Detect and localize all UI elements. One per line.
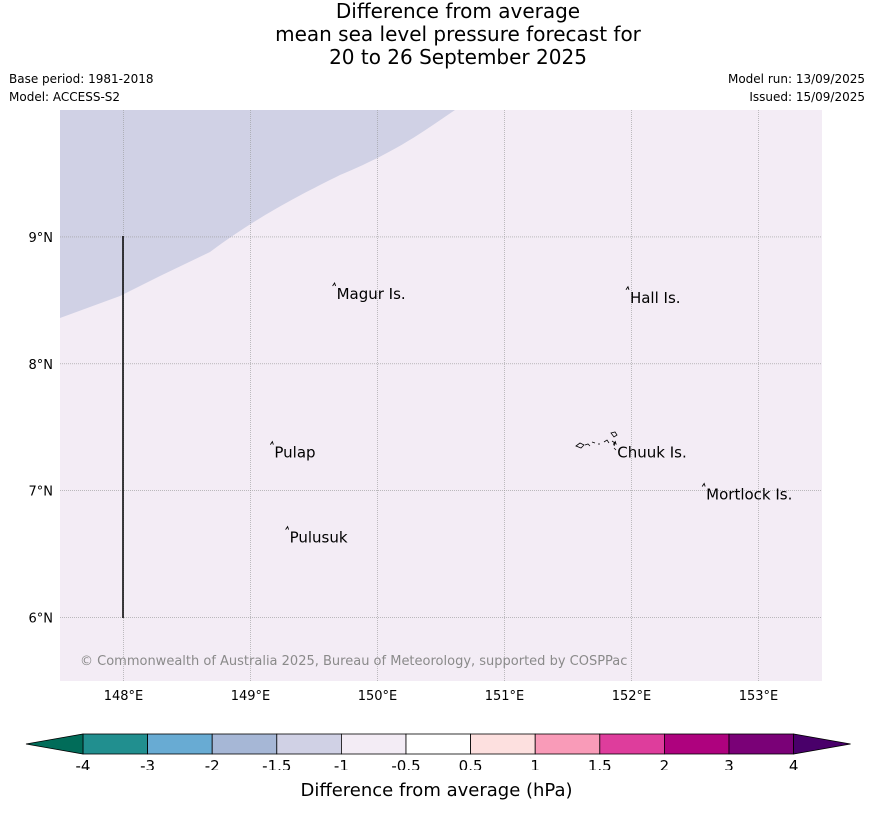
colorbar-box bbox=[211, 733, 278, 755]
colorbar-boxes bbox=[25, 733, 851, 755]
island-marker bbox=[625, 285, 630, 291]
place-label: Pulusuk bbox=[290, 529, 348, 547]
lon-tick-label: 151°E bbox=[485, 689, 525, 704]
colorbar-box bbox=[534, 733, 601, 755]
pressure-anomaly-region bbox=[60, 110, 455, 318]
colorbar-tick: -1.5 bbox=[262, 757, 291, 770]
place-label: Hall Is. bbox=[630, 289, 681, 307]
colorbar-box bbox=[276, 733, 342, 755]
title-line-2: mean sea level pressure forecast for bbox=[275, 22, 641, 46]
colorbar-box bbox=[405, 733, 471, 755]
lon-tick-label: 153°E bbox=[739, 689, 779, 704]
gridlines bbox=[60, 110, 822, 681]
lat-tick-label: 9°N bbox=[29, 231, 54, 246]
lon-tick-label: 152°E bbox=[612, 689, 652, 704]
colorbar-box bbox=[147, 733, 213, 755]
colorbar-extend-high bbox=[793, 733, 851, 755]
meta-right: Model run: 13/09/2025 Issued: 15/09/2025 bbox=[728, 70, 865, 106]
colorbar-box bbox=[470, 733, 536, 755]
title-line-1: Difference from average bbox=[335, 0, 581, 23]
latitude-tick-labels: 9°N 8°N 7°N 6°N bbox=[29, 231, 54, 627]
base-period: Base period: 1981-2018 bbox=[9, 72, 154, 86]
colorbar-tick: -1 bbox=[334, 757, 349, 770]
colorbar: -4 -3 -2 -1.5 -1 -0.5 0.5 1 1.5 2 3 4 bbox=[25, 733, 851, 770]
lon-tick-label: 149°E bbox=[231, 689, 271, 704]
lat-tick-label: 8°N bbox=[29, 358, 54, 373]
colorbar-tick-labels: -4 -3 -2 -1.5 -1 -0.5 0.5 1 1.5 2 3 4 bbox=[76, 757, 799, 770]
place-label: Magur Is. bbox=[337, 285, 406, 303]
model-run: Model run: 13/09/2025 bbox=[727, 72, 865, 86]
colorbar-box bbox=[664, 733, 730, 755]
place-label: Chuuk Is. bbox=[617, 444, 686, 462]
colorbar-tick: 1.5 bbox=[588, 757, 612, 770]
colorbar-tick: 1 bbox=[530, 757, 540, 770]
island-marker bbox=[701, 482, 706, 487]
lon-tick-label: 148°E bbox=[104, 689, 144, 704]
lat-tick-label: 7°N bbox=[29, 485, 54, 500]
lat-tick-label: 6°N bbox=[29, 612, 54, 627]
colorbar-tick: -2 bbox=[205, 757, 220, 770]
island-marker bbox=[269, 440, 274, 445]
colorbar-box bbox=[82, 733, 148, 755]
issued-date: Issued: 15/09/2025 bbox=[749, 90, 865, 104]
colorbar-tick: 0.5 bbox=[459, 757, 483, 770]
colorbar-tick: -3 bbox=[140, 757, 155, 770]
lon-tick-label: 150°E bbox=[358, 689, 398, 704]
meta-left: Base period: 1981-2018 Model: ACCESS-S2 bbox=[9, 70, 154, 106]
colorbar-tick: -4 bbox=[76, 757, 91, 770]
island-marker bbox=[332, 281, 337, 287]
colorbar-extend-low bbox=[25, 733, 84, 755]
longitude-tick-labels: 148°E 149°E 150°E 151°E 152°E 153°E bbox=[104, 689, 779, 704]
copyright-notice: © Commonwealth of Australia 2025, Bureau… bbox=[80, 654, 627, 669]
colorbar-tick: 2 bbox=[660, 757, 670, 770]
colorbar-box bbox=[728, 733, 794, 755]
place-labels: Magur Is. Hall Is. Pulap Chuuk Is. Mortlock … bbox=[269, 281, 792, 547]
island-marker bbox=[612, 440, 617, 445]
map-layer: Magur Is. Hall Is. Pulap Chuuk Is. Mortlock … bbox=[29, 110, 822, 704]
chuuk-coastline bbox=[575, 431, 618, 451]
map-figure: Magur Is. Hall Is. Pulap Chuuk Is. Mortlock … bbox=[25, 110, 851, 770]
colorbar-box bbox=[599, 733, 665, 755]
chart-title: Difference from average mean sea level p… bbox=[0, 0, 873, 69]
colorbar-box bbox=[340, 733, 407, 755]
colorbar-tick: -0.5 bbox=[391, 757, 420, 770]
title-line-3: 20 to 26 September 2025 bbox=[329, 45, 587, 69]
place-label: Pulap bbox=[274, 444, 315, 462]
island-marker bbox=[285, 525, 290, 530]
colorbar-tick: 4 bbox=[789, 757, 799, 770]
colorbar-tick: 3 bbox=[724, 757, 734, 770]
place-label: Mortlock Is. bbox=[706, 485, 792, 503]
model-name: Model: ACCESS-S2 bbox=[9, 90, 121, 104]
colorbar-label: Difference from average (hPa) bbox=[300, 780, 573, 801]
